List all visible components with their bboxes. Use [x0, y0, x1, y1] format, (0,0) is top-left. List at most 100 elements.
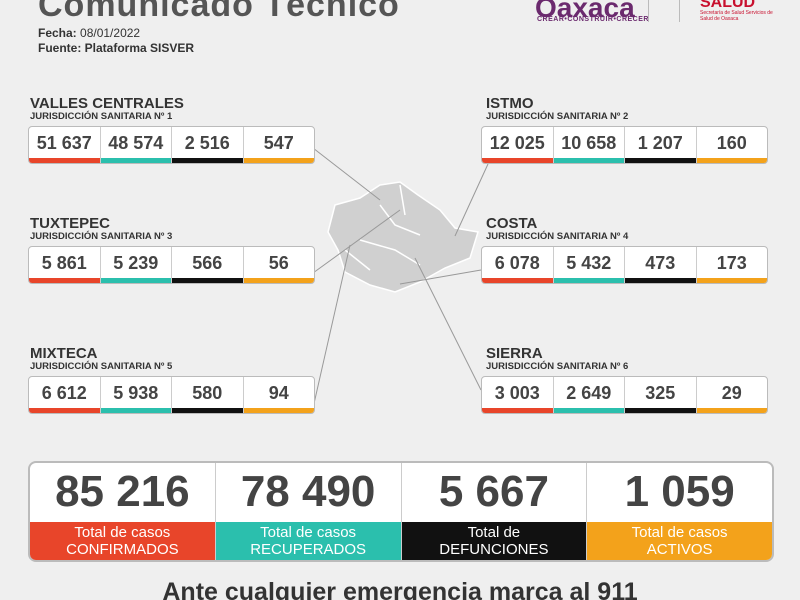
connectors: [312, 147, 489, 409]
region-name: SIERRA: [486, 345, 543, 362]
region-box: 5 861 5 239 566 56: [28, 246, 315, 284]
region-value: 473: [625, 247, 697, 283]
color-stripe: [553, 408, 624, 413]
region-value: 566: [172, 247, 244, 283]
region-value: 5 861: [29, 247, 101, 283]
label-line-2: CONFIRMADOS: [66, 541, 179, 558]
region-name: ISTMO: [486, 95, 534, 112]
region-subtitle: JURISDICCIÓN SANITARIA Nº 1: [30, 111, 173, 122]
color-stripe: [482, 408, 553, 413]
salud-logo: SALUD: [700, 0, 756, 11]
region-subtitle: JURISDICCIÓN SANITARIA Nº 5: [30, 361, 173, 372]
total-label: Total de casos ACTIVOS: [587, 522, 772, 560]
color-stripe: [243, 278, 314, 283]
color-stripe: [100, 158, 171, 163]
date-label: Fecha:: [38, 26, 77, 40]
color-stripe: [29, 408, 100, 413]
color-stripe: [482, 278, 553, 283]
region-name: COSTA: [486, 215, 538, 232]
region-value: 3 003: [482, 377, 554, 413]
color-stripe: [625, 408, 696, 413]
label-line-2: ACTIVOS: [646, 541, 713, 558]
region-value: 547: [243, 127, 314, 163]
region-value: 5 239: [100, 247, 172, 283]
totals-box: 85 216 Total de casos CONFIRMADOS 78 490 Tot…: [28, 461, 774, 562]
color-stripe: [625, 278, 696, 283]
total-cell: 78 490 Total de casos RECUPERADOS: [215, 463, 402, 560]
region-value: 6 612: [29, 377, 101, 413]
total-value: 1 059: [624, 467, 735, 516]
title: Comunicado Técnico: [38, 0, 400, 24]
region-value: 29: [696, 377, 767, 413]
region-name: VALLES CENTRALES: [30, 95, 184, 112]
logo-tagline: CREAR•CONSTRUIR•CRECER: [537, 16, 649, 23]
region-box: 51 637 48 574 2 516 547: [28, 126, 315, 164]
region-subtitle: JURISDICCIÓN SANITARIA Nº 4: [486, 231, 629, 242]
region-value: 173: [696, 247, 767, 283]
region-name: MIXTECA: [30, 345, 98, 362]
region-value: 325: [625, 377, 697, 413]
source: Fuente: Plataforma SISVER: [38, 41, 195, 55]
color-stripe: [553, 158, 624, 163]
label-line-1: Total de: [467, 524, 521, 541]
color-stripe: [172, 408, 243, 413]
region-value: 160: [696, 127, 767, 163]
total-value: 5 667: [438, 467, 549, 516]
region-value: 48 574: [100, 127, 172, 163]
total-cell: 1 059 Total de casos ACTIVOS: [587, 463, 772, 560]
color-stripe: [696, 408, 767, 413]
region-name: TUXTEPEC: [30, 215, 111, 232]
region-value: 51 637: [29, 127, 101, 163]
region-value: 5 938: [100, 377, 172, 413]
shield: [648, 0, 680, 22]
region-value: 1 207: [625, 127, 697, 163]
region-value: 580: [172, 377, 244, 413]
color-stripe: [243, 408, 314, 413]
color-stripe: [172, 278, 243, 283]
color-stripe: [29, 158, 100, 163]
color-stripe: [482, 158, 553, 163]
region-value: 2 516: [172, 127, 244, 163]
oaxaca-map: [327, 181, 479, 293]
total-label: Total de DEFUNCIONES: [401, 522, 587, 560]
region-box: 6 612 5 938 580 94: [28, 376, 315, 414]
logo: Oaxaca: [535, 0, 635, 23]
region-value: 6 078: [482, 247, 554, 283]
color-stripe: [625, 158, 696, 163]
color-stripe: [696, 158, 767, 163]
color-stripe: [696, 278, 767, 283]
total-value: 85 216: [55, 467, 190, 516]
total-value: 78 490: [240, 467, 376, 516]
total-label: Total de casos CONFIRMADOS: [30, 522, 215, 560]
region-value: 56: [243, 247, 314, 283]
date-value: 08/01/2022: [80, 26, 141, 40]
color-stripe: [172, 158, 243, 163]
region-value: 94: [243, 377, 314, 413]
region-value: 5 432: [553, 247, 625, 283]
date: Fecha: 08/01/2022: [38, 26, 140, 40]
color-stripe: [553, 278, 624, 283]
label-line-1: Total de casos: [260, 524, 357, 541]
footer: Ante cualquier emergencia marca al 911: [162, 578, 638, 600]
region-value: 12 025: [482, 127, 554, 163]
region-value: 2 649: [553, 377, 625, 413]
salud-subtitle: Secretaría de Salud Servicios de Salud d…: [700, 10, 773, 22]
region-subtitle: JURISDICCIÓN SANITARIA Nº 2: [486, 111, 629, 122]
region-value: 10 658: [553, 127, 625, 163]
map: [312, 147, 489, 409]
label-line-2: RECUPERADOS: [250, 541, 367, 558]
region-box: 3 003 2 649 325 29: [481, 376, 768, 414]
color-stripe: [100, 408, 171, 413]
label-line-2: DEFUNCIONES: [439, 541, 549, 558]
region-box: 6 078 5 432 473 173: [481, 246, 768, 284]
region-box: 12 025 10 658 1 207 160: [481, 126, 768, 164]
region-subtitle: JURISDICCIÓN SANITARIA Nº 3: [30, 231, 173, 242]
region-subtitle: JURISDICCIÓN SANITARIA Nº 6: [486, 361, 629, 372]
map-borders: [344, 184, 421, 271]
label-line-1: Total de casos: [631, 524, 728, 541]
label-line-1: Total de casos: [74, 524, 171, 541]
color-stripe: [243, 158, 314, 163]
color-stripe: [100, 278, 171, 283]
total-label: Total de casos RECUPERADOS: [215, 522, 401, 560]
